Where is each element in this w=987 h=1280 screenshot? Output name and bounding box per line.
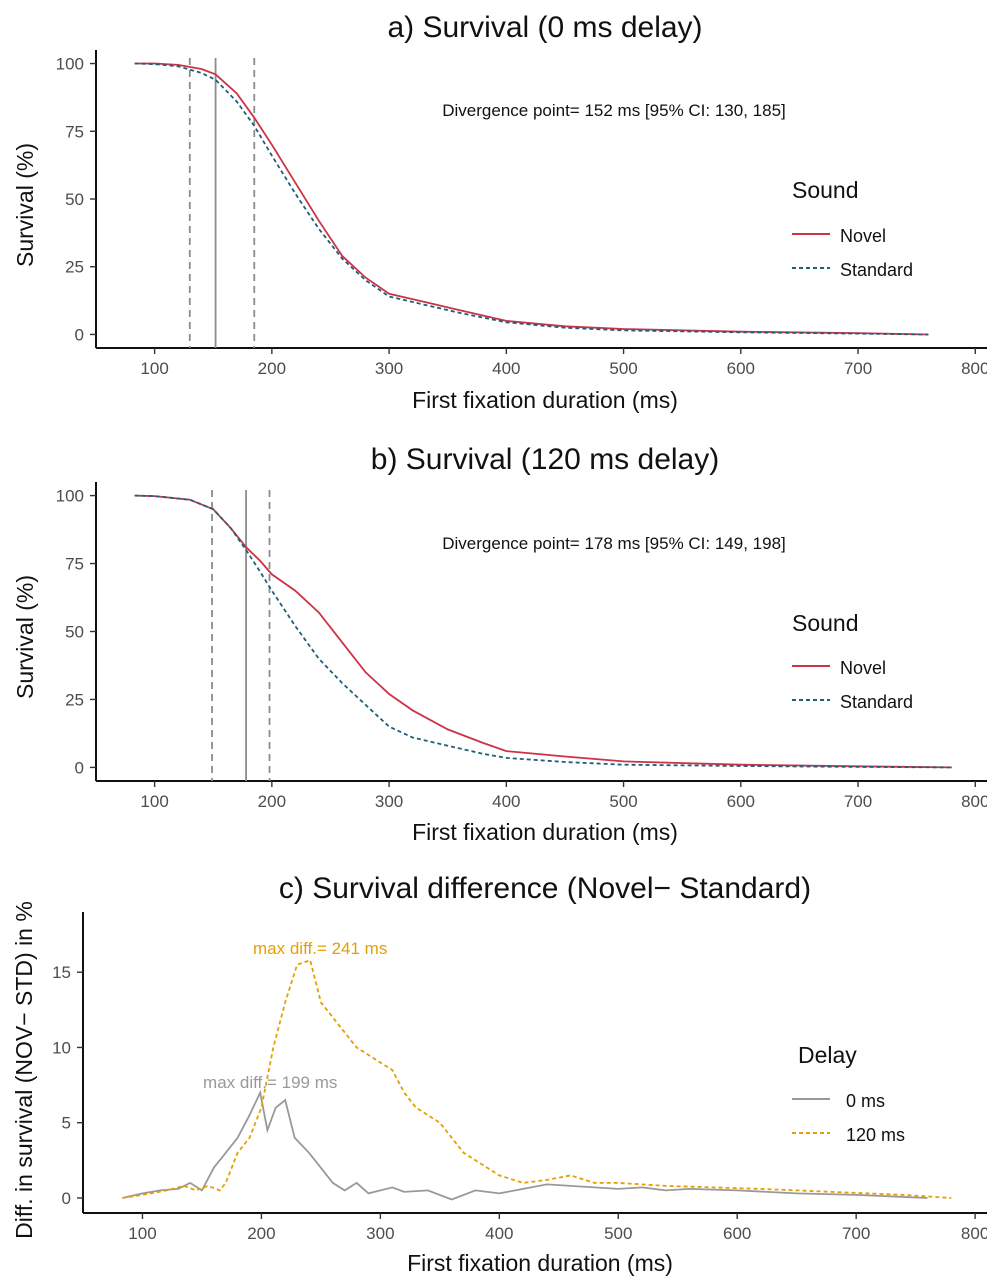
panel-b-title: b) Survival (120 ms delay) bbox=[371, 443, 719, 476]
panel-a-divergence-annotation: Divergence point= 152 ms [95% CI: 130, 1… bbox=[442, 101, 786, 120]
y-tick-label: 100 bbox=[56, 55, 84, 74]
panel-c-ylabel: Diff. in survival (NOV− STD) in % bbox=[11, 901, 37, 1239]
panel-a-legend-label-novel: Novel bbox=[840, 226, 886, 246]
panel-c-legend-label-0ms: 0 ms bbox=[846, 1091, 885, 1111]
x-tick-label: 500 bbox=[609, 792, 637, 811]
panel-b-legend-label-novel: Novel bbox=[840, 658, 886, 678]
panel-c-legend-label-120ms: 120 ms bbox=[846, 1125, 905, 1145]
x-tick-label: 300 bbox=[375, 792, 403, 811]
panel-b-xlabel: First fixation duration (ms) bbox=[412, 819, 678, 845]
x-tick-label: 800 bbox=[961, 1224, 987, 1243]
x-tick-label: 500 bbox=[604, 1224, 632, 1243]
x-tick-label: 200 bbox=[258, 792, 286, 811]
x-tick-label: 600 bbox=[727, 792, 755, 811]
panel-b-ylabel: Survival (%) bbox=[12, 575, 38, 699]
panel-c-legend-title: Delay bbox=[798, 1042, 857, 1068]
x-tick-label: 700 bbox=[844, 359, 872, 378]
series-line-standard bbox=[134, 494, 952, 769]
x-tick-label: 100 bbox=[140, 359, 168, 378]
panel-b-divergence-annotation: Divergence point= 178 ms [95% CI: 149, 1… bbox=[442, 534, 786, 553]
panel-c-xlabel: First fixation duration (ms) bbox=[407, 1250, 673, 1276]
x-tick-label: 500 bbox=[609, 359, 637, 378]
panel-c-title: c) Survival difference (Novel− Standard) bbox=[279, 872, 811, 905]
x-tick-label: 400 bbox=[485, 1224, 513, 1243]
panel-b: b) Survival (120 ms delay) First fixatio… bbox=[12, 443, 913, 845]
panel-a-legend-label-standard: Standard bbox=[840, 260, 913, 280]
y-tick-label: 50 bbox=[65, 190, 84, 209]
y-tick-label: 10 bbox=[52, 1038, 71, 1057]
x-tick-label: 600 bbox=[727, 359, 755, 378]
y-tick-label: 75 bbox=[65, 122, 84, 141]
x-tick-label: 300 bbox=[375, 359, 403, 378]
series-line-standard bbox=[134, 62, 929, 336]
x-tick-label: 800 bbox=[961, 359, 987, 378]
x-tick-label: 800 bbox=[961, 792, 987, 811]
y-tick-label: 75 bbox=[65, 555, 84, 574]
x-tick-label: 400 bbox=[492, 359, 520, 378]
max-diff-annotation: max diff.= 199 ms bbox=[203, 1073, 337, 1092]
y-tick-label: 0 bbox=[75, 758, 84, 777]
y-tick-label: 25 bbox=[65, 258, 84, 277]
panel-2-plot: 100 200 300 400 500 600 700 800 0 5 10 15 max diff.=… bbox=[52, 912, 987, 1243]
panel-b-legend-label-standard: Standard bbox=[840, 692, 913, 712]
panel-a-xlabel: First fixation duration (ms) bbox=[412, 387, 678, 413]
y-tick-label: 50 bbox=[65, 623, 84, 642]
y-tick-label: 5 bbox=[62, 1114, 71, 1133]
series-line-120-ms bbox=[122, 959, 952, 1199]
panel-a: a) Survival (0 ms delay) First fixation … bbox=[12, 11, 913, 413]
y-tick-label: 25 bbox=[65, 690, 84, 709]
series-line-0-ms bbox=[122, 1089, 928, 1201]
x-tick-label: 100 bbox=[140, 792, 168, 811]
panel-a-legend-title: Sound bbox=[792, 177, 859, 203]
x-tick-label: 400 bbox=[492, 792, 520, 811]
series-line-novel bbox=[134, 62, 929, 336]
panel-c: c) Survival difference (Novel− Standard)… bbox=[11, 872, 905, 1276]
x-tick-label: 200 bbox=[247, 1224, 275, 1243]
y-tick-label: 0 bbox=[62, 1189, 71, 1208]
y-tick-label: 15 bbox=[52, 963, 71, 982]
x-tick-label: 700 bbox=[842, 1224, 870, 1243]
x-tick-label: 200 bbox=[258, 359, 286, 378]
panel-0-plot: 100 200 300 400 500 600 700 800 0 25 50 75 100 bbox=[56, 50, 987, 378]
panel-a-ylabel: Survival (%) bbox=[12, 143, 38, 267]
y-tick-label: 0 bbox=[75, 325, 84, 344]
x-tick-label: 700 bbox=[844, 792, 872, 811]
panel-1-plot: 100 200 300 400 500 600 700 800 0 25 50 75 100 bbox=[56, 482, 987, 811]
x-tick-label: 100 bbox=[128, 1224, 156, 1243]
panel-a-title: a) Survival (0 ms delay) bbox=[387, 11, 702, 44]
y-tick-label: 100 bbox=[56, 487, 84, 506]
x-tick-label: 600 bbox=[723, 1224, 751, 1243]
x-tick-label: 300 bbox=[366, 1224, 394, 1243]
panel-b-legend-title: Sound bbox=[792, 610, 859, 636]
max-diff-annotation: max diff.= 241 ms bbox=[253, 939, 387, 958]
